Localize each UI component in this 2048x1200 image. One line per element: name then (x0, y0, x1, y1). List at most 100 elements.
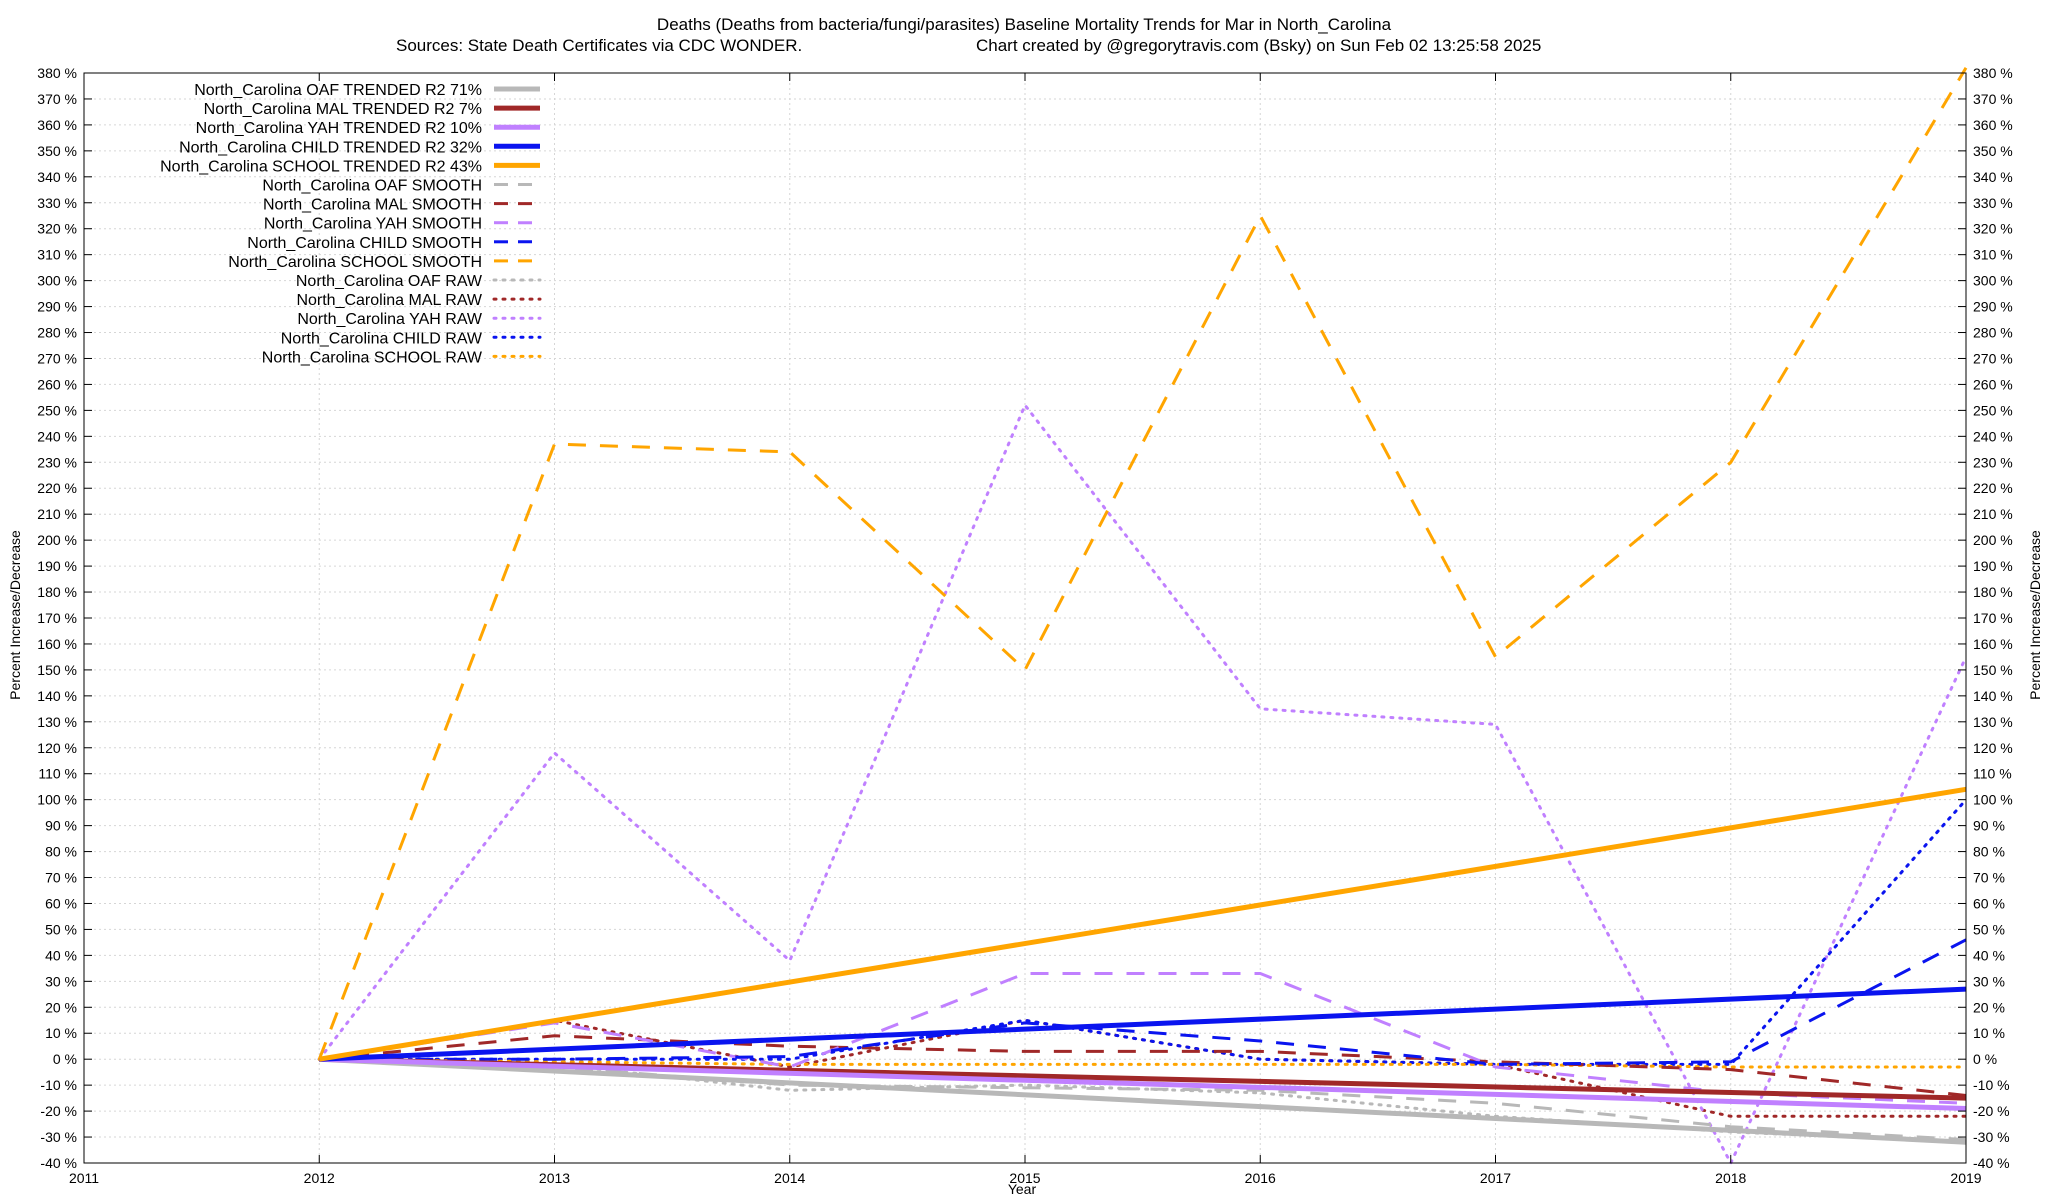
y-tick-label-left: 220 % (37, 480, 77, 496)
y-tick-label-right: 200 % (1973, 532, 2013, 548)
x-tick-label: 2019 (1950, 1170, 1981, 1186)
y-tick-label-right: 300 % (1973, 273, 2013, 289)
x-tick-label: 2012 (304, 1170, 335, 1186)
series-layer (317, 67, 1968, 1165)
y-tick-label-left: 150 % (37, 662, 77, 678)
legend-label: North_Carolina SCHOOL RAW (262, 349, 483, 366)
y-tick-label-left: 140 % (37, 688, 77, 704)
chart-credit-note: Chart created by @gregorytravis.com (Bsk… (976, 36, 1541, 55)
legend-label: North_Carolina YAH RAW (297, 311, 483, 328)
y-tick-label-right: 210 % (1973, 506, 2013, 522)
y-tick-label-right: 280 % (1973, 325, 2013, 341)
y-tick-label-left: 70 % (45, 870, 77, 886)
y-tick-label-right: 240 % (1973, 428, 2013, 444)
y-tick-label-left: 90 % (45, 818, 77, 834)
y-tick-label-right: -10 % (1973, 1077, 2010, 1093)
y-tick-label-left: 230 % (37, 454, 77, 470)
chart-source-note: Sources: State Death Certificates via CD… (396, 36, 802, 55)
y-tick-label-left: 240 % (37, 428, 77, 444)
y-tick-label-right: 0 % (1973, 1051, 1997, 1067)
y-tick-label-left: -20 % (40, 1103, 77, 1119)
y-tick-label-right: 310 % (1973, 247, 2013, 263)
y-tick-label-right: 220 % (1973, 480, 2013, 496)
x-tick-label: 2014 (774, 1170, 805, 1186)
y-tick-label-right: 180 % (1973, 584, 2013, 600)
y-tick-label-right: 20 % (1973, 999, 2005, 1015)
y-tick-label-right: 40 % (1973, 947, 2005, 963)
series-line-trended (319, 986, 1967, 1062)
y-tick-label-right: 140 % (1973, 688, 2013, 704)
y-tick-label-left: 300 % (37, 273, 77, 289)
x-tick-label: 2013 (539, 1170, 570, 1186)
y-tick-label-right: 90 % (1973, 818, 2005, 834)
y-tick-label-right: 70 % (1973, 870, 2005, 886)
tick-layer: -40 % -40 % -30 % -30 % -20 % -20 % -10 % -10 %… (37, 65, 2012, 1186)
y-tick-label-left: 280 % (37, 325, 77, 341)
y-tick-label-left: 120 % (37, 740, 77, 756)
grid-layer (83, 72, 1967, 1164)
y-tick-label-left: 170 % (37, 610, 77, 626)
series-line-raw (317, 798, 1968, 1066)
y-tick-label-left: 130 % (37, 714, 77, 730)
legend-label: North_Carolina SCHOOL SMOOTH (228, 254, 482, 271)
series-line-trended (319, 1056, 1967, 1145)
x-tick-label: 2011 (69, 1170, 99, 1186)
y-tick-label-right: -40 % (1973, 1155, 2010, 1171)
y-tick-label-right: 170 % (1973, 610, 2013, 626)
y-tick-label-left: -30 % (40, 1129, 77, 1145)
y-tick-label-right: 230 % (1973, 454, 2013, 470)
y-tick-label-left: -10 % (40, 1077, 77, 1093)
y-tick-label-left: 310 % (37, 247, 77, 263)
y-tick-label-left: 250 % (37, 402, 77, 418)
y-tick-label-right: 250 % (1973, 402, 2013, 418)
y-tick-label-left: 160 % (37, 636, 77, 652)
y-tick-label-left: -40 % (40, 1155, 77, 1171)
y-tick-label-left: 270 % (37, 350, 77, 366)
y-tick-label-left: 110 % (38, 766, 77, 782)
y-tick-label-right: 160 % (1973, 636, 2013, 652)
y-tick-label-left: 260 % (37, 376, 77, 392)
y-tick-label-right: 30 % (1973, 973, 2005, 989)
legend-label: North_Carolina CHILD SMOOTH (247, 235, 482, 252)
y-tick-label-right: 10 % (1973, 1025, 2005, 1041)
x-axis-title: Year (1008, 1181, 1037, 1197)
y-tick-label-left: 330 % (37, 195, 77, 211)
y-tick-label-left: 30 % (45, 973, 77, 989)
y-tick-label-left: 380 % (37, 65, 77, 81)
y-tick-label-left: 360 % (37, 117, 77, 133)
y-tick-label-left: 190 % (37, 558, 77, 574)
y-tick-label-right: 190 % (1973, 558, 2013, 574)
y-tick-label-right: 320 % (1973, 221, 2013, 237)
y-tick-label-right: 350 % (1973, 143, 2013, 159)
legend-label: North_Carolina OAF SMOOTH (262, 178, 482, 195)
legend-label: North_Carolina CHILD RAW (281, 330, 483, 347)
y-tick-label-right: 110 % (1973, 766, 2012, 782)
y-tick-label-left: 50 % (45, 921, 77, 937)
y-tick-label-right: 330 % (1973, 195, 2013, 211)
x-tick-label: 2017 (1480, 1170, 1511, 1186)
series-line-smooth (319, 938, 1967, 1066)
y-tick-label-right: 340 % (1973, 169, 2013, 185)
legend-label: North_Carolina OAF RAW (296, 273, 483, 290)
legend-label: North_Carolina MAL SMOOTH (263, 197, 482, 214)
chart-title: Deaths (Deaths from bacteria/fungi/paras… (657, 15, 1392, 34)
x-tick-label: 2016 (1245, 1170, 1276, 1186)
legend-label: North_Carolina YAH SMOOTH (264, 216, 482, 233)
y-tick-label-left: 350 % (37, 143, 77, 159)
y-tick-label-right: 80 % (1973, 844, 2005, 860)
y-tick-label-right: 270 % (1973, 350, 2013, 366)
y-tick-label-left: 80 % (45, 844, 77, 860)
y-tick-label-left: 200 % (37, 532, 77, 548)
y-tick-label-left: 100 % (37, 792, 77, 808)
legend-label: North_Carolina CHILD TRENDED R2 32% (179, 139, 482, 156)
y-tick-label-right: 370 % (1973, 91, 2013, 107)
y-tick-label-left: 20 % (45, 999, 77, 1015)
y-tick-label-left: 210 % (37, 506, 77, 522)
series-line-trended (319, 1056, 1967, 1111)
x-tick-label: 2015 (1009, 1170, 1040, 1186)
y-tick-label-right: -20 % (1973, 1103, 2010, 1119)
y-tick-label-left: 340 % (37, 169, 77, 185)
legend: North_Carolina OAF TRENDED R2 71% North_C… (160, 82, 542, 366)
series-line-trended (318, 786, 1967, 1062)
